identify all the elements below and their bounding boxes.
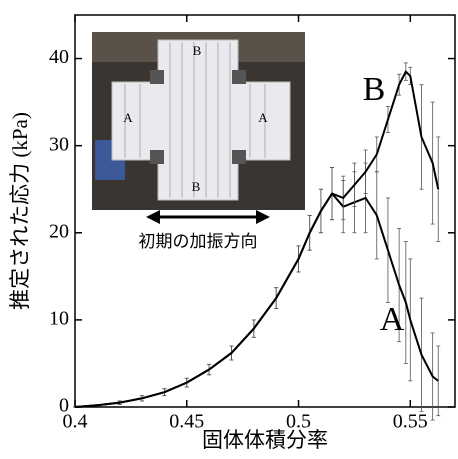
y-tick-label: 30 <box>49 133 69 155</box>
x-tick-label: 0.4 <box>63 411 88 433</box>
arrow <box>146 210 270 224</box>
x-tick-label: 0.55 <box>393 411 428 433</box>
x-tick-label: 0.45 <box>169 411 204 433</box>
series-line <box>74 69 440 408</box>
inset-label: A <box>123 110 133 125</box>
y-tick-label: 10 <box>49 307 69 329</box>
y-tick-label: 40 <box>49 46 69 68</box>
inset-label: A <box>258 110 268 125</box>
inset-label: B <box>193 43 202 58</box>
series-label: A <box>380 301 405 338</box>
inset-label: B <box>192 179 201 194</box>
y-tick-label: 20 <box>49 220 69 242</box>
y-tick-label: 0 <box>59 395 69 417</box>
x-tick-label: 0.5 <box>286 411 311 433</box>
x-axis-label: 固体体積分率 <box>202 428 328 452</box>
inset-caption: 初期の加振方向 <box>139 232 258 251</box>
inset-photo <box>92 32 305 210</box>
series-label: B <box>363 71 386 108</box>
y-axis-label: 推定された応力 (kPa) <box>8 112 32 310</box>
plot-frame <box>74 14 456 408</box>
